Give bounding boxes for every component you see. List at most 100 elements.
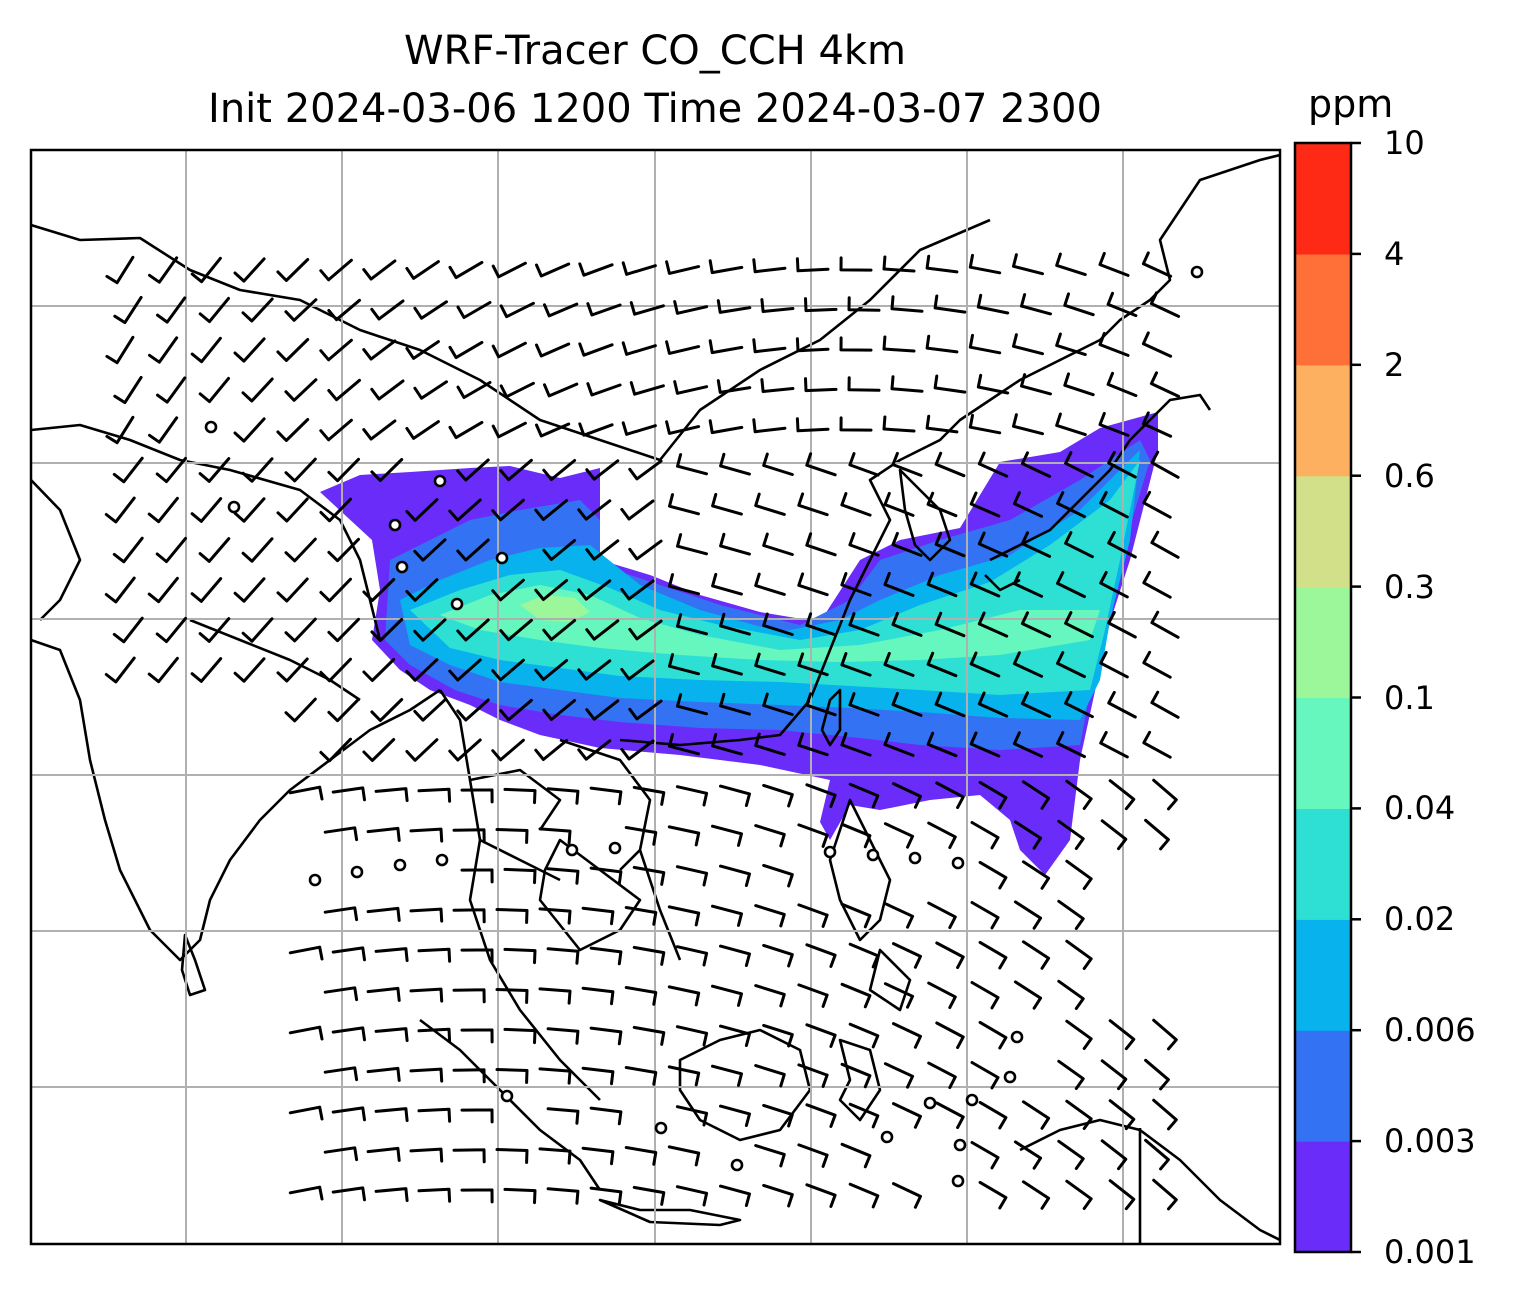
wind-barb bbox=[1065, 1179, 1093, 1210]
wind-barb bbox=[452, 1148, 486, 1164]
wind-barb bbox=[503, 947, 537, 965]
wind-barb bbox=[632, 1025, 666, 1046]
calm-marker bbox=[495, 551, 509, 565]
wind-barb bbox=[719, 532, 751, 556]
wind-barb bbox=[331, 1106, 366, 1122]
wind-barb bbox=[155, 616, 187, 644]
wind-barb bbox=[503, 787, 537, 805]
wind-barb bbox=[797, 1143, 829, 1168]
wind-barb bbox=[934, 691, 966, 718]
wind-barb bbox=[288, 785, 324, 801]
wind-barb bbox=[1142, 650, 1172, 679]
coastline-gulf-thailand bbox=[538, 838, 642, 952]
wind-barb bbox=[754, 824, 786, 848]
wind-barb bbox=[288, 1105, 324, 1121]
colorbar-tick-label: 4 bbox=[1384, 234, 1405, 273]
wind-barb bbox=[847, 376, 881, 392]
wind-barb bbox=[241, 377, 274, 403]
wind-barb bbox=[448, 498, 482, 522]
wind-barb bbox=[538, 1147, 572, 1165]
wind-barb bbox=[891, 691, 923, 717]
wind-barb bbox=[585, 459, 620, 481]
wind-barb bbox=[708, 259, 744, 275]
wind-barb bbox=[891, 611, 923, 637]
wind-barb bbox=[621, 341, 657, 356]
wind-barb bbox=[976, 373, 1010, 395]
wind-barb bbox=[577, 579, 612, 601]
wind-barb bbox=[926, 651, 958, 678]
wind-barb bbox=[1142, 490, 1172, 519]
wind-barb bbox=[319, 577, 352, 603]
wind-barb bbox=[538, 907, 572, 925]
wind-barb bbox=[848, 942, 880, 969]
wind-barb bbox=[1064, 611, 1094, 639]
wind-barb bbox=[276, 657, 309, 683]
wind-barb bbox=[491, 341, 527, 359]
wind-barb bbox=[1063, 372, 1095, 397]
wind-barb bbox=[840, 732, 872, 757]
wind-barb bbox=[1108, 1019, 1136, 1051]
calm-marker bbox=[880, 1130, 894, 1144]
wind-barb bbox=[105, 415, 135, 445]
wind-barb bbox=[534, 739, 569, 761]
wind-barb bbox=[534, 659, 569, 681]
wind-barb bbox=[284, 617, 317, 643]
wind-barb bbox=[968, 253, 1002, 275]
wind-barb bbox=[460, 948, 494, 964]
wind-barb bbox=[448, 738, 482, 762]
wind-barb bbox=[1108, 779, 1136, 811]
wind-barb bbox=[147, 496, 179, 524]
wind-barb bbox=[577, 659, 612, 681]
colorbar-tick-label: 0.1 bbox=[1384, 678, 1435, 717]
wind-barb bbox=[754, 572, 786, 596]
wind-barb bbox=[1065, 1019, 1093, 1050]
wind-barb bbox=[668, 493, 700, 516]
wind-barb bbox=[589, 786, 623, 806]
coastline-sumatra bbox=[419, 1018, 602, 1191]
wind-barb bbox=[362, 419, 397, 441]
coastline-newguinea bbox=[1019, 1118, 1280, 1242]
wind-barb bbox=[147, 656, 179, 684]
wind-barb bbox=[1065, 1099, 1093, 1130]
wind-barb bbox=[624, 986, 658, 1006]
wind-barb bbox=[366, 906, 401, 922]
wind-barb bbox=[374, 1187, 409, 1202]
wind-barb bbox=[628, 539, 663, 561]
wind-barb bbox=[538, 827, 572, 845]
calm-marker bbox=[227, 500, 241, 514]
wind-barb bbox=[1099, 650, 1129, 679]
wind-barb bbox=[327, 298, 361, 322]
calm-marker bbox=[923, 1096, 937, 1110]
wind-barb bbox=[405, 578, 439, 602]
calm-marker bbox=[730, 1158, 744, 1172]
wind-barb bbox=[925, 334, 959, 354]
wind-barb bbox=[284, 378, 318, 402]
calm-marker bbox=[500, 1089, 514, 1103]
wind-barb bbox=[413, 380, 448, 400]
wind-barb bbox=[926, 491, 958, 518]
wind-barb bbox=[589, 1026, 623, 1046]
wind-barb bbox=[1063, 292, 1095, 317]
wind-barb bbox=[503, 1187, 537, 1205]
wind-barb bbox=[233, 577, 266, 603]
wind-barb bbox=[1021, 1100, 1051, 1130]
wind-barb bbox=[673, 380, 709, 395]
wind-barb bbox=[1021, 860, 1051, 890]
wind-barb bbox=[1055, 412, 1087, 437]
wind-barb bbox=[1056, 651, 1086, 679]
wind-barb bbox=[624, 1066, 658, 1086]
wind-barb bbox=[546, 867, 580, 885]
wind-barb bbox=[927, 981, 957, 1010]
wind-barb bbox=[370, 299, 405, 321]
wind-barb bbox=[1100, 819, 1128, 851]
wind-barb bbox=[840, 902, 872, 929]
wind-barb bbox=[546, 787, 580, 805]
calm-marker bbox=[951, 856, 965, 870]
wind-barb bbox=[1108, 1099, 1136, 1131]
wind-barb bbox=[892, 782, 922, 809]
coastline-indochina bbox=[438, 689, 601, 1101]
wind-barb bbox=[413, 698, 447, 722]
wind-barb bbox=[1057, 819, 1085, 850]
colorbar-tick-label: 0.02 bbox=[1384, 900, 1456, 939]
